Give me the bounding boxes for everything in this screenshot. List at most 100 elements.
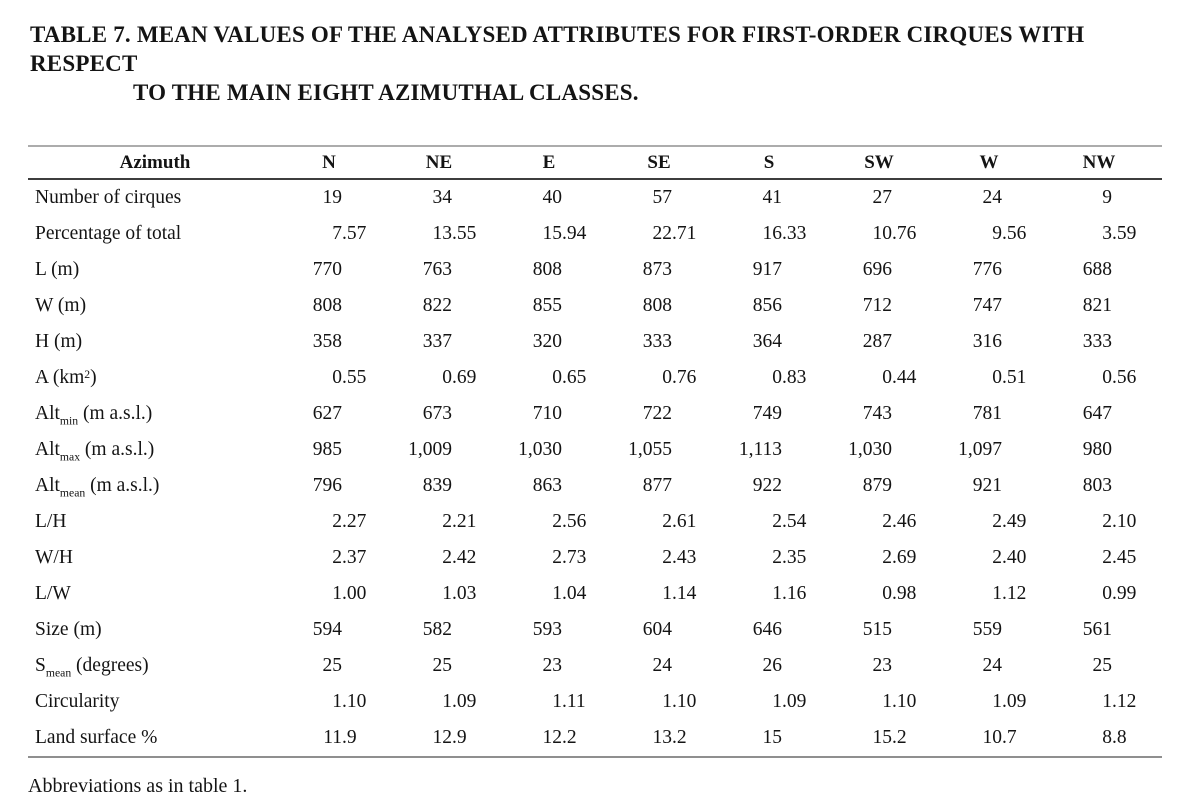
value-cell: 19: [322, 187, 343, 208]
row-label: L/W: [35, 583, 71, 604]
row-label: Smean (degrees): [35, 655, 149, 680]
value-cell: 16.33: [762, 223, 807, 244]
row-label: H (m): [35, 331, 83, 352]
value-cell: 1.09: [992, 691, 1027, 712]
value-cell: 2.43: [662, 547, 697, 568]
row-label: Altmean (m a.s.l.): [35, 475, 160, 500]
value-cell: 57: [652, 187, 673, 208]
value-cell: 1.03: [442, 583, 477, 604]
table-row: Circularity 1.10 1.09 1.11 1.10 1.09 1.10 1.09 1…: [28, 684, 1162, 720]
value-cell: 24: [982, 655, 1003, 676]
row-label: Percentage of total: [35, 223, 182, 244]
col-header-s: S: [722, 146, 832, 180]
value-cell: 879: [862, 475, 892, 496]
col-header-nw: NW: [1052, 146, 1162, 180]
table-row: H (m) 358 337 320 333 364 287 316 333: [28, 324, 1162, 360]
value-cell: 2.27: [332, 511, 367, 532]
value-cell: 873: [642, 259, 672, 280]
value-cell: 1.04: [552, 583, 587, 604]
value-cell: 22.71: [652, 223, 697, 244]
value-cell: 712: [862, 295, 892, 316]
value-cell: 747: [972, 295, 1002, 316]
table-row: Percentage of total 7.57 13.55 15.94 22.71 16…: [28, 216, 1162, 252]
value-cell: 27: [872, 187, 893, 208]
value-cell: 980: [1082, 439, 1112, 460]
value-cell: 1.16: [772, 583, 807, 604]
value-cell: 0.83: [772, 367, 807, 388]
value-cell: 808: [532, 259, 562, 280]
value-cell: 1.12: [992, 583, 1027, 604]
value-cell: 0.65: [552, 367, 587, 388]
value-cell: 1.09: [442, 691, 477, 712]
table-footnote: Abbreviations as in table 1.: [28, 775, 248, 797]
value-cell: 9.56: [992, 223, 1027, 244]
value-cell: 358: [312, 331, 342, 352]
value-cell: 1.10: [882, 691, 917, 712]
value-cell: 1.11: [552, 691, 586, 712]
row-label: Size (m): [35, 619, 102, 640]
value-cell: 1.09: [772, 691, 807, 712]
value-cell: 25: [432, 655, 453, 676]
value-cell: 646: [752, 619, 782, 640]
value-cell: 12.9: [432, 727, 467, 748]
value-cell: 863: [532, 475, 562, 496]
value-cell: 1,009: [408, 439, 452, 460]
table-header-row: Azimuth N NE E SE S SW W NW: [28, 146, 1162, 180]
value-cell: 696: [862, 259, 892, 280]
value-cell: 856: [752, 295, 782, 316]
value-cell: 1.00: [332, 583, 367, 604]
table-row: Land surface % 11.9 12.9 12.2 13.2 15 15.2 10.7…: [28, 720, 1162, 757]
value-cell: 743: [862, 403, 892, 424]
value-cell: 26: [762, 655, 783, 676]
page: { "caption": { "line1": "TABLE 7. MEAN V…: [0, 20, 1203, 811]
value-cell: 0.69: [442, 367, 477, 388]
value-cell: 2.69: [882, 547, 917, 568]
value-cell: 34: [432, 187, 453, 208]
value-cell: 776: [972, 259, 1002, 280]
value-cell: 2.49: [992, 511, 1027, 532]
value-cell: 2.35: [772, 547, 807, 568]
value-cell: 877: [642, 475, 672, 496]
value-cell: 749: [752, 403, 782, 424]
value-cell: 316: [972, 331, 1002, 352]
value-cell: 2.10: [1102, 511, 1137, 532]
table-row: W (m) 808 822 855 808 856 712 747 821: [28, 288, 1162, 324]
table-row: Number of cirques 19 34 40 57 41 27 24 9: [28, 179, 1162, 216]
value-cell: 822: [422, 295, 452, 316]
value-cell: 1.12: [1102, 691, 1137, 712]
table-row: Smean (degrees) 25 25 23 24 26 23 24 25: [28, 648, 1162, 684]
value-cell: 2.54: [772, 511, 807, 532]
value-cell: 2.40: [992, 547, 1027, 568]
value-cell: 821: [1082, 295, 1112, 316]
value-cell: 2.46: [882, 511, 917, 532]
value-cell: 23: [872, 655, 893, 676]
value-cell: 796: [312, 475, 342, 496]
table-row: Altmean (m a.s.l.) 796 839 863 877 922 879 921 8…: [28, 468, 1162, 504]
value-cell: 1.10: [662, 691, 697, 712]
value-cell: 1,113: [738, 439, 782, 460]
row-label: W (m): [35, 295, 87, 316]
value-cell: 41: [762, 187, 783, 208]
value-cell: 808: [642, 295, 672, 316]
table-row: Altmin (m a.s.l.) 627 673 710 722 749 743 781 64…: [28, 396, 1162, 432]
value-cell: 1,097: [958, 439, 1002, 460]
table-row: W/H 2.37 2.42 2.73 2.43 2.35 2.69 2.40 2.45: [28, 540, 1162, 576]
value-cell: 11.9: [323, 727, 357, 748]
value-cell: 13.2: [652, 727, 687, 748]
value-cell: 24: [652, 655, 673, 676]
value-cell: 763: [422, 259, 452, 280]
attributes-table: Azimuth N NE E SE S SW W NW Number of cirques 19 3…: [28, 145, 1162, 758]
value-cell: 808: [312, 295, 342, 316]
value-cell: 9: [1102, 187, 1112, 208]
value-cell: 25: [1092, 655, 1113, 676]
table-caption: TABLE 7. MEAN VALUES OF THE ANALYSED ATT…: [30, 20, 1173, 107]
value-cell: 582: [422, 619, 452, 640]
value-cell: 2.56: [552, 511, 587, 532]
value-cell: 2.42: [442, 547, 477, 568]
value-cell: 604: [642, 619, 672, 640]
value-cell: 333: [642, 331, 672, 352]
value-cell: 2.21: [442, 511, 477, 532]
value-cell: 2.37: [332, 547, 367, 568]
value-cell: 627: [312, 403, 342, 424]
value-cell: 922: [752, 475, 782, 496]
